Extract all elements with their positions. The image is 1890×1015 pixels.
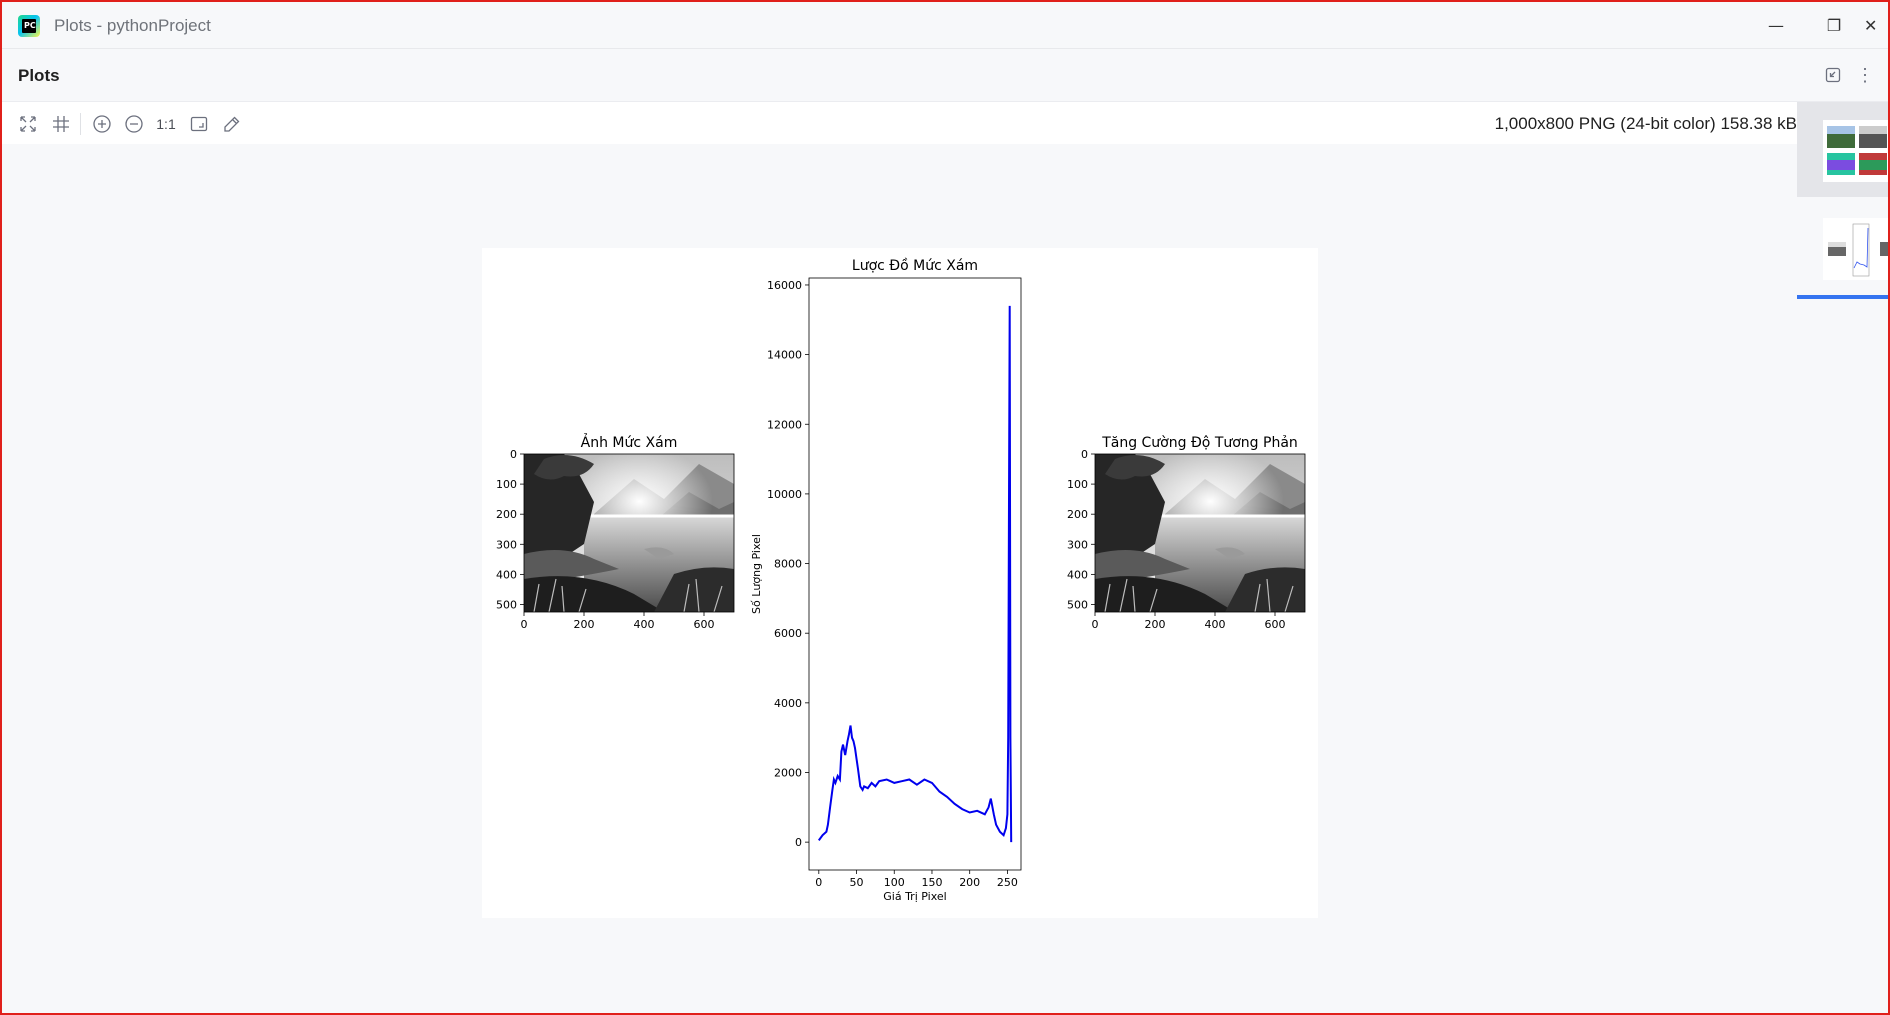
contrast-image-xtick-label: 400 [1205,618,1226,631]
histogram-ytick-label: 12000 [767,418,802,431]
plot-canvas[interactable]: Ảnh Mức Xám 0 200 400 600 0 100 200 300 400 500 … [2,144,1797,1011]
histogram-ytick-label: 0 [795,836,802,849]
close-icon: ✕ [1864,15,1878,35]
actual-size-label: 1:1 [156,116,176,132]
histogram-ytick-label: 16000 [767,279,802,292]
histogram-ytick-label: 10000 [767,488,802,501]
toolbar-separator [80,113,81,135]
contrast-image-xtick-label: 0 [1092,618,1099,631]
grayscale-image-title: Ảnh Mức Xám [581,433,678,451]
contrast-image-ytick-label: 200 [1067,508,1088,521]
fit-zoom-icon[interactable] [16,112,40,136]
histogram-xtick-label: 200 [959,876,980,889]
grayscale-image-ytick-label: 100 [496,478,517,491]
histogram-ytick-label: 14000 [767,349,802,362]
figure-svg: Ảnh Mức Xám 0 200 400 600 0100200300400500 … [496,257,1307,903]
image-info: 1,000x800 PNG (24-bit color) 158.38 kB [1494,114,1797,133]
grayscale-image-ytick-label: 0 [510,448,517,461]
histogram-ytick-label: 8000 [774,558,802,571]
grayscale-image-ytick-label: 400 [496,568,517,581]
contrast-image-ytick-label: 300 [1067,538,1088,551]
grayscale-image-ytick-label: 500 [496,598,517,611]
grayscale-image-xticks: 0 200 400 600 [521,612,715,631]
grayscale-image-ytick-label: 200 [496,508,517,521]
active-thumbnail-indicator [1797,295,1888,299]
window-title: Plots - pythonProject [54,16,211,35]
contrast-image-ytick-label: 100 [1067,478,1088,491]
grayscale-image-xtick-label: 0 [521,618,528,631]
contrast-image-xtick-label: 200 [1145,618,1166,631]
plots-toolbar: 1:1 1,000x800 PNG (24-bit color) 158.38 … [2,102,1797,144]
color-picker-icon[interactable] [220,112,244,136]
grayscale-image-xtick-label: 600 [694,618,715,631]
panel-title: Plots [18,66,60,85]
contrast-image-subplot: Tăng Cường Độ Tương Phản 0 200 400 600 0 100… [1067,435,1307,631]
plot-thumbnail[interactable] [1797,102,1888,197]
grayscale-image-xtick-label: 400 [634,618,655,631]
histogram-xtick-label: 150 [921,876,942,889]
restore-layout-icon[interactable] [1822,64,1844,86]
thumbnail-preview [1823,120,1888,182]
contrast-image-xtick-label: 600 [1265,618,1286,631]
fit-window-icon[interactable] [187,112,211,136]
histogram-title: Lược Đồ Mức Xám [852,257,978,274]
grayscale-image-xtick-label: 200 [574,618,595,631]
histogram-xticks: 0 50 100 150 200 250 [815,870,1018,889]
contrast-image-ytick-label: 400 [1067,568,1088,581]
histogram-xtick-label: 50 [850,876,864,889]
more-options-glyph: ⋮ [1856,64,1874,85]
pycharm-logo-icon[interactable]: PC [18,15,40,37]
contrast-image-ytick-label: 0 [1081,448,1088,461]
actual-size-icon[interactable]: 1:1 [154,112,178,136]
histogram-xtick-label: 0 [815,876,822,889]
contrast-image-yticks: 0 100 200 300 400 500 [1067,448,1095,611]
app-logo-text: PC [24,21,36,30]
histogram-ytick-label: 4000 [774,697,802,710]
grayscale-image-subplot: Ảnh Mức Xám 0 200 400 600 0 100 200 300 400 500 [496,433,736,631]
plot-thumbnail[interactable] [1797,200,1888,295]
histogram-ytick-label: 2000 [774,766,802,779]
histogram-ylabel: Số Lượng Pixel [750,534,763,614]
contrast-image-ytick-label: 500 [1067,598,1088,611]
restore-button[interactable]: ❐ [1812,10,1856,40]
close-button[interactable]: ✕ [1864,10,1888,40]
contrast-image-title: Tăng Cường Độ Tương Phản [1101,435,1298,451]
grid-icon[interactable] [49,112,73,136]
histogram-series-line [817,305,1013,843]
grayscale-image [522,452,736,614]
thumbnail-preview [1823,218,1888,280]
plot-figure: Ảnh Mức Xám 0 200 400 600 0 100 200 300 400 500 … [482,248,1318,918]
histogram-ytick-label: 6000 [774,627,802,640]
histogram-subplot: Lược Đồ Mức Xám Giá Trị Pixel Số Lượng P… [750,257,1022,903]
more-options-icon[interactable]: ⋮ [1854,64,1876,86]
histogram-xtick-label: 100 [884,876,905,889]
minimize-icon: — [1768,15,1784,35]
plot-thumbnails [1797,102,1888,1011]
contrast-image [1093,452,1307,614]
zoom-out-icon[interactable] [122,112,146,136]
title-bar: PC Plots - pythonProject — ❐ ✕ [2,2,1888,49]
contrast-image-xticks: 0 200 400 600 [1092,612,1286,631]
grayscale-image-ytick-label: 300 [496,538,517,551]
grayscale-image-yticks: 0 100 200 300 400 500 [496,448,524,611]
zoom-in-icon[interactable] [90,112,114,136]
restore-icon: ❐ [1826,15,1842,35]
histogram-xtick-label: 250 [997,876,1018,889]
histogram-axes-frame [808,277,1022,871]
histogram-xlabel: Giá Trị Pixel [883,890,946,903]
minimize-button[interactable]: — [1754,10,1798,40]
histogram-yticks: 0 2000 4000 6000 8000 10000 12000 14000 16000 [767,279,809,849]
plots-tool-window-header: Plots ⋮ [2,49,1888,102]
